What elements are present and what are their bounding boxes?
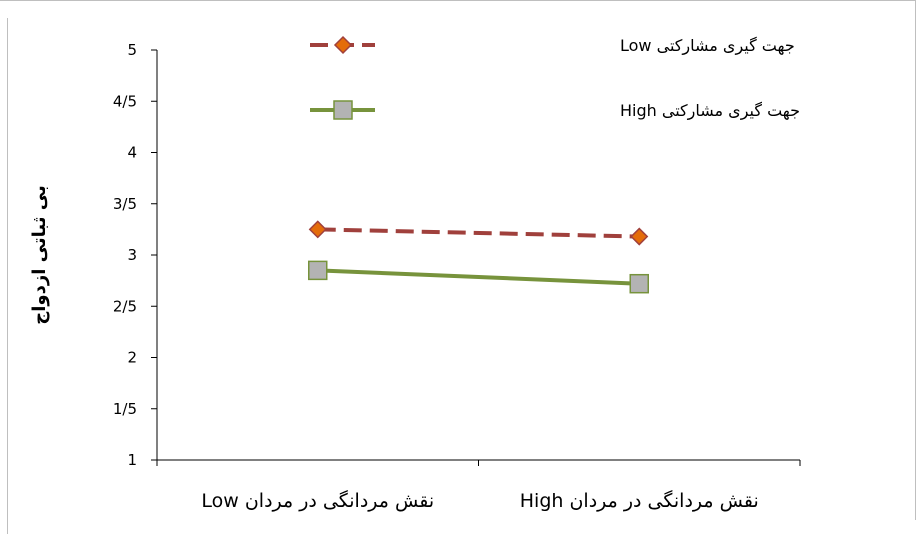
x-tick-label: نقش مردانگی در مردان High [520, 489, 759, 512]
y-tick-label: 4 [127, 144, 137, 162]
y-tick-label: 5 [127, 41, 137, 59]
legend: جهت گیری مشارکتی Low جهت گیری مشارکتی Hig… [310, 35, 800, 121]
series-layer [308, 220, 649, 294]
chart-frame [0, 0, 916, 520]
y-axis-label: بی ثباتی ازدواج [29, 185, 50, 324]
x-ticks: نقش مردانگی در مردان Low نقش مردانگی در م… [156, 460, 801, 512]
legend-marker [333, 100, 353, 120]
x-tick-label: نقش مردانگی در مردان Low [201, 489, 434, 512]
series-line [317, 268, 640, 286]
y-tick-label: 2 [127, 349, 137, 367]
legend-item: جهت گیری مشارکتی High [310, 100, 800, 121]
y-tick-label: 1 [127, 451, 137, 469]
y-tick-label: 3/5 [113, 195, 137, 213]
y-tick-label: 4/5 [113, 92, 137, 110]
legend-marker [333, 35, 353, 55]
legend-label: جهت گیری مشارکتی Low [620, 36, 795, 56]
y-ticks: 1 1/5 2 2/5 3 3/5 4 4/5 5 [113, 41, 157, 469]
y-tick-label: 2/5 [113, 297, 137, 315]
y-tick-label: 1/5 [113, 400, 137, 418]
series-1 [308, 220, 649, 246]
y-tick-label: 3 [127, 246, 137, 264]
left-border [7, 18, 8, 534]
legend-item: جهت گیری مشارکتی Low [310, 35, 795, 56]
data-point [308, 260, 328, 281]
series-line [317, 227, 640, 239]
series-2 [308, 260, 649, 294]
data-point [630, 227, 649, 246]
data-point [308, 220, 327, 239]
data-point [629, 273, 649, 294]
legend-label: جهت گیری مشارکتی High [620, 101, 800, 121]
